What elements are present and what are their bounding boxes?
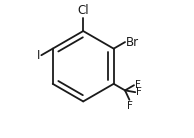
Text: F: F [136,87,142,97]
Text: Br: Br [126,36,139,49]
Text: F: F [127,101,133,111]
Text: I: I [37,49,41,62]
Text: Cl: Cl [77,4,89,17]
Text: F: F [135,80,141,90]
